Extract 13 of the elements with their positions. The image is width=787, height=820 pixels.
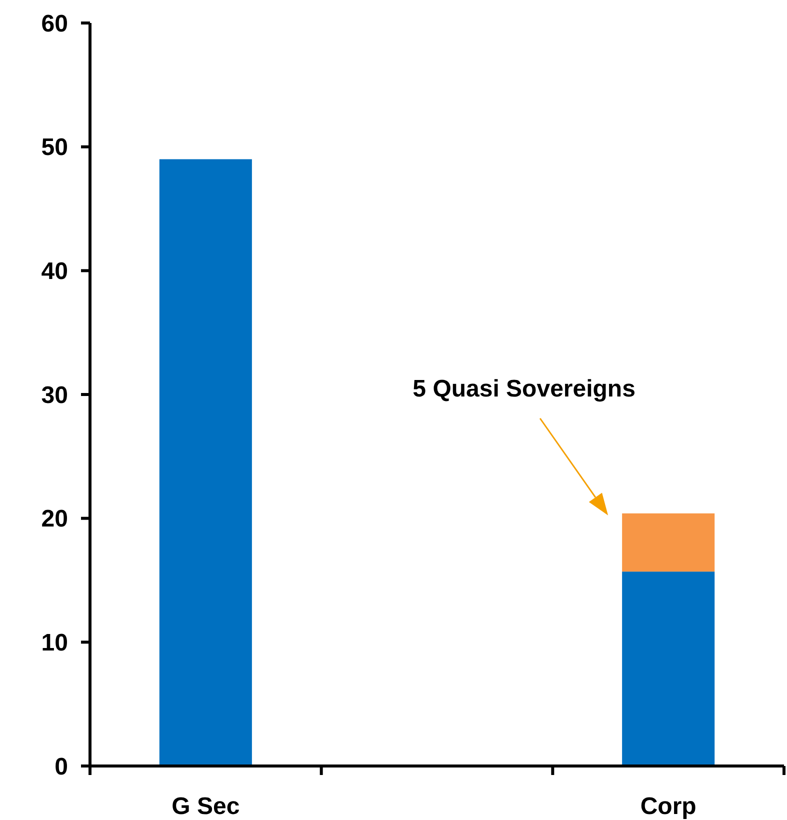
y-tick-label: 60 (41, 10, 68, 38)
x-tick-label: Corp (640, 793, 696, 820)
y-tick-label: 40 (41, 258, 68, 286)
y-tick-label: 10 (41, 630, 68, 657)
annotation: 5 Quasi Sovereigns (412, 375, 636, 402)
y-tick-label: 30 (41, 382, 68, 409)
y-tick-label: 0 (54, 753, 68, 780)
x-tick-label: G Sec (172, 793, 240, 820)
bar (159, 159, 252, 766)
bar (622, 513, 715, 572)
bar (622, 572, 715, 766)
y-tick-label: 20 (41, 506, 68, 533)
y-tick-label: 50 (41, 134, 68, 162)
